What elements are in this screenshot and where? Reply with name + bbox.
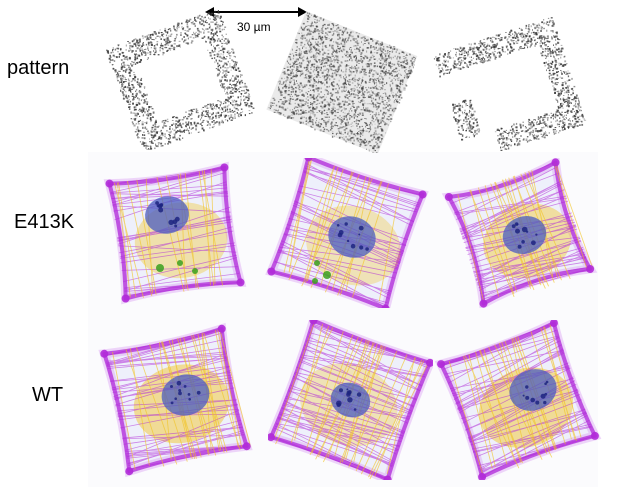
pattern-square-frame [106,10,255,150]
wt-cell-3 [434,320,602,480]
pattern-u-shape [433,17,587,151]
wt-cell-2 [268,320,433,480]
e413k-cell-1 [103,161,247,305]
pattern-filled-square [266,11,418,153]
row-label-pattern: pattern [7,57,70,79]
e413k-cell-3 [441,158,598,308]
row-label-wt: WT [32,384,64,406]
e413k-cell-2 [265,158,429,308]
scale-bar-label: 30 µm [237,20,271,34]
row-label-e413k: E413K [14,211,75,233]
wt-cell-1 [98,322,253,478]
